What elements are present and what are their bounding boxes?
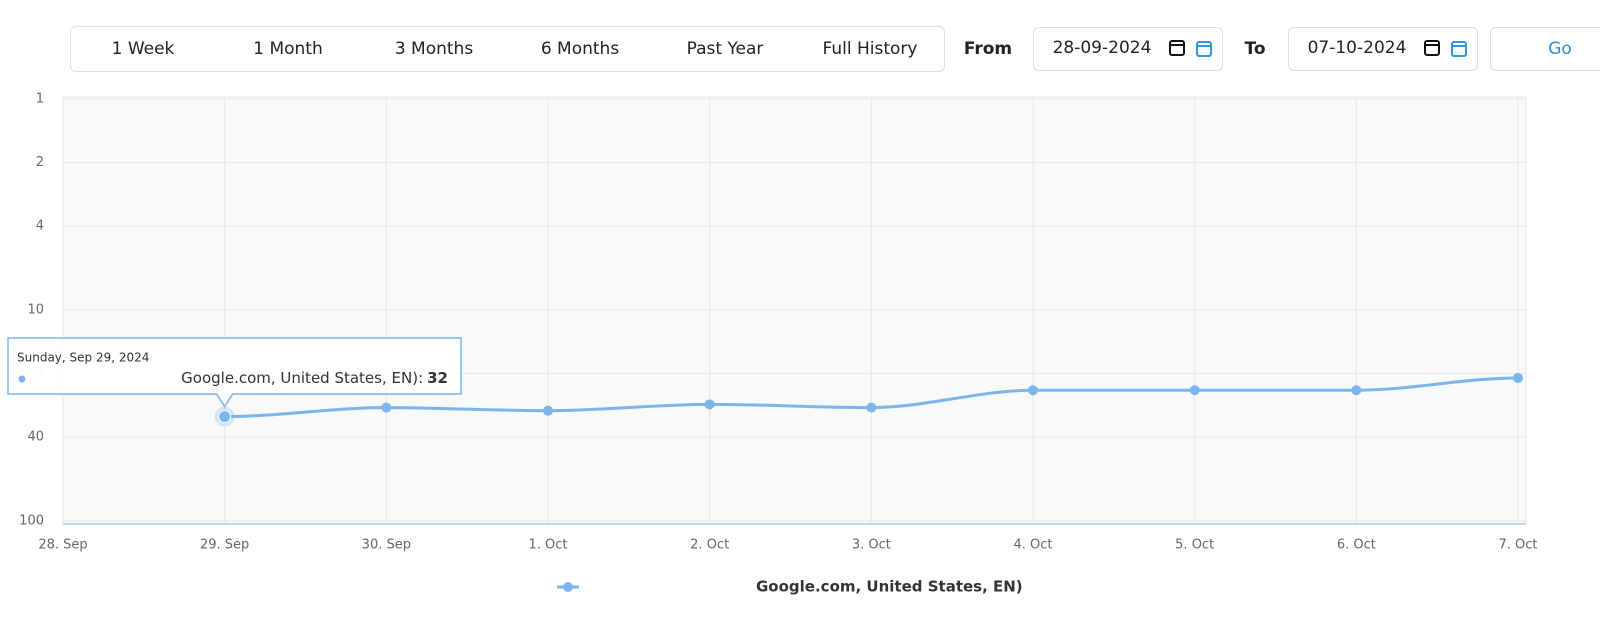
to-date: 07-10-2024 xyxy=(1307,38,1407,58)
y-tick-label: 1 xyxy=(36,92,44,107)
x-tick-label: 3. Oct xyxy=(852,538,891,553)
legend-marker xyxy=(563,582,573,592)
y-tick-label: 10 xyxy=(27,303,44,318)
range-button[interactable]: 1 Week xyxy=(111,39,175,59)
x-tick-label: 29. Sep xyxy=(200,538,249,553)
range-button[interactable]: Full History xyxy=(822,39,918,59)
to-input[interactable] xyxy=(1288,27,1478,71)
from-input[interactable] xyxy=(1033,27,1223,71)
data-point xyxy=(866,402,877,413)
x-tick-label: 5. Oct xyxy=(1175,538,1214,553)
series-line xyxy=(224,376,1519,419)
x-tick-label: 1. Oct xyxy=(528,538,567,553)
y-tick-label: 40 xyxy=(27,430,44,445)
x-tick-label: 7. Oct xyxy=(1498,538,1537,553)
data-point xyxy=(381,402,392,413)
range-bar xyxy=(70,26,945,72)
to-label: To xyxy=(1244,39,1266,59)
tooltip-series: Google.com, United States, EN): xyxy=(181,369,423,387)
go-label[interactable]: Go xyxy=(1548,39,1572,59)
range-button[interactable]: 1 Month xyxy=(253,39,323,59)
x-tick-label: 6. Oct xyxy=(1337,538,1376,553)
data-point xyxy=(704,399,715,410)
x-tick-label: 28. Sep xyxy=(38,538,87,553)
tooltip-label: Google.com, United States, EN): 32 xyxy=(181,369,448,387)
x-tick-label: 4. Oct xyxy=(1013,538,1052,553)
tooltip-marker xyxy=(18,375,26,383)
go-button[interactable] xyxy=(1490,27,1600,71)
data-point xyxy=(219,411,230,422)
tooltip-box xyxy=(7,337,462,408)
tooltip-value: 32 xyxy=(427,369,448,387)
y-tick-label: 100 xyxy=(19,514,44,529)
range-button[interactable]: 6 Months xyxy=(540,39,620,59)
from-date: 28-09-2024 xyxy=(1052,38,1152,58)
data-point xyxy=(1351,385,1362,396)
data-point xyxy=(543,405,553,416)
x-tick-label: 30. Sep xyxy=(362,538,411,553)
hover-halo xyxy=(214,406,235,427)
y-tick-label: 4 xyxy=(36,219,44,234)
data-point xyxy=(1028,385,1038,396)
y-tick-label: 2 xyxy=(36,155,44,170)
from-label: From xyxy=(963,39,1013,59)
range-button[interactable]: 3 Months xyxy=(394,39,474,59)
y-tick-label: 20 xyxy=(27,366,44,381)
range-button[interactable]: Past Year xyxy=(686,39,764,59)
data-point xyxy=(1513,372,1523,383)
plot-area xyxy=(62,96,1527,525)
data-point xyxy=(1189,385,1200,396)
hover-point xyxy=(218,410,232,424)
x-tick-label: 2. Oct xyxy=(690,538,729,553)
tooltip-title: Sunday, Sep 29, 2024 xyxy=(17,351,149,365)
legend-label: Google.com, United States, EN) xyxy=(756,578,1023,596)
